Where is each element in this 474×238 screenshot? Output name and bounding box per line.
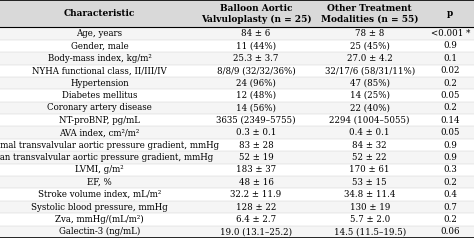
- Bar: [0, 164, 474, 176]
- Text: AVA index, cm²/m²: AVA index, cm²/m²: [59, 128, 140, 137]
- Bar: [0, 139, 474, 151]
- Text: Gender, male: Gender, male: [71, 41, 128, 50]
- Bar: [0, 151, 474, 164]
- Text: 0.7: 0.7: [443, 203, 457, 212]
- Bar: [0, 64, 474, 77]
- Text: 0.05: 0.05: [440, 91, 460, 100]
- Text: 8/8/9 (32/32/36%): 8/8/9 (32/32/36%): [217, 66, 295, 75]
- Bar: [0, 89, 474, 102]
- Text: 12 (48%): 12 (48%): [236, 91, 276, 100]
- Bar: [0, 188, 474, 201]
- Text: 0.2: 0.2: [443, 178, 457, 187]
- Text: Mean transvalvular aortic pressure gradient, mmHg: Mean transvalvular aortic pressure gradi…: [0, 153, 213, 162]
- Bar: [0, 226, 474, 238]
- Bar: [0, 52, 474, 64]
- Text: 170 ± 61: 170 ± 61: [349, 165, 390, 174]
- Text: 0.14: 0.14: [440, 116, 460, 125]
- Text: 14 (25%): 14 (25%): [350, 91, 390, 100]
- Text: 128 ± 22: 128 ± 22: [236, 203, 276, 212]
- Text: NT-proBNP, pg/mL: NT-proBNP, pg/mL: [59, 116, 140, 125]
- Text: 0.4 ± 0.1: 0.4 ± 0.1: [349, 128, 390, 137]
- Text: 19.0 (13.1–25.2): 19.0 (13.1–25.2): [220, 227, 292, 236]
- Text: 32/17/6 (58/31/11%): 32/17/6 (58/31/11%): [325, 66, 415, 75]
- Text: LVMI, g/m²: LVMI, g/m²: [75, 165, 124, 174]
- Text: Other Treatment
Modalities (n = 55): Other Treatment Modalities (n = 55): [321, 4, 419, 24]
- Bar: [0, 27, 474, 40]
- Text: 0.06: 0.06: [440, 227, 460, 236]
- Text: 25 (45%): 25 (45%): [350, 41, 390, 50]
- Bar: [0, 0, 474, 27]
- Text: Maximal transvalvular aortic pressure gradient, mmHg: Maximal transvalvular aortic pressure gr…: [0, 141, 219, 149]
- Text: Characteristic: Characteristic: [64, 9, 135, 18]
- Bar: [0, 176, 474, 188]
- Text: 130 ± 19: 130 ± 19: [349, 203, 390, 212]
- Text: 84 ± 32: 84 ± 32: [352, 141, 387, 149]
- Text: 14 (56%): 14 (56%): [236, 103, 276, 112]
- Text: 0.2: 0.2: [443, 215, 457, 224]
- Text: Galectin-3 (ng/mL): Galectin-3 (ng/mL): [59, 227, 140, 236]
- Text: 78 ± 8: 78 ± 8: [355, 29, 384, 38]
- Text: <0.001 *: <0.001 *: [430, 29, 470, 38]
- Text: 0.05: 0.05: [440, 128, 460, 137]
- Text: 14.5 (11.5–19.5): 14.5 (11.5–19.5): [334, 227, 406, 236]
- Bar: [0, 40, 474, 52]
- Text: 83 ± 28: 83 ± 28: [238, 141, 273, 149]
- Text: Hypertension: Hypertension: [70, 79, 129, 88]
- Text: 5.7 ± 2.0: 5.7 ± 2.0: [350, 215, 390, 224]
- Text: Zva, mmHg/(mL/m²): Zva, mmHg/(mL/m²): [55, 215, 144, 224]
- Text: 0.2: 0.2: [443, 103, 457, 112]
- Text: 53 ± 15: 53 ± 15: [352, 178, 387, 187]
- Text: Age, years: Age, years: [76, 29, 123, 38]
- Text: 11 (44%): 11 (44%): [236, 41, 276, 50]
- Text: 27.0 ± 4.2: 27.0 ± 4.2: [347, 54, 392, 63]
- Text: 0.1: 0.1: [443, 54, 457, 63]
- Text: 52 ± 22: 52 ± 22: [352, 153, 387, 162]
- Text: Coronary artery disease: Coronary artery disease: [47, 103, 152, 112]
- Text: 24 (96%): 24 (96%): [236, 79, 276, 88]
- Text: 0.02: 0.02: [440, 66, 460, 75]
- Text: 3635 (2349–5755): 3635 (2349–5755): [216, 116, 296, 125]
- Text: Stroke volume index, mL/m²: Stroke volume index, mL/m²: [38, 190, 161, 199]
- Text: 84 ± 6: 84 ± 6: [241, 29, 271, 38]
- Text: 22 (40%): 22 (40%): [350, 103, 390, 112]
- Text: 32.2 ± 11.9: 32.2 ± 11.9: [230, 190, 282, 199]
- Bar: [0, 213, 474, 226]
- Text: 25.3 ± 3.7: 25.3 ± 3.7: [233, 54, 279, 63]
- Text: EF, %: EF, %: [87, 178, 112, 187]
- Text: 48 ± 16: 48 ± 16: [238, 178, 273, 187]
- Text: Systolic blood pressure, mmHg: Systolic blood pressure, mmHg: [31, 203, 168, 212]
- Text: 0.9: 0.9: [443, 141, 457, 149]
- Text: 6.4 ± 2.7: 6.4 ± 2.7: [236, 215, 276, 224]
- Bar: [0, 102, 474, 114]
- Text: 34.8 ± 11.4: 34.8 ± 11.4: [344, 190, 395, 199]
- Text: Body-mass index, kg/m²: Body-mass index, kg/m²: [48, 54, 151, 63]
- Bar: [0, 77, 474, 89]
- Bar: [0, 114, 474, 126]
- Bar: [0, 126, 474, 139]
- Text: 2294 (1004–5055): 2294 (1004–5055): [329, 116, 410, 125]
- Text: 0.9: 0.9: [443, 41, 457, 50]
- Text: p: p: [447, 9, 454, 18]
- Text: Balloon Aortic
Valvuloplasty (n = 25): Balloon Aortic Valvuloplasty (n = 25): [201, 4, 311, 24]
- Text: 0.2: 0.2: [443, 79, 457, 88]
- Bar: [0, 201, 474, 213]
- Text: 0.3: 0.3: [443, 165, 457, 174]
- Text: 0.3 ± 0.1: 0.3 ± 0.1: [236, 128, 276, 137]
- Text: Diabetes mellitus: Diabetes mellitus: [62, 91, 137, 100]
- Text: 52 ± 19: 52 ± 19: [238, 153, 273, 162]
- Text: 47 (85%): 47 (85%): [350, 79, 390, 88]
- Text: 0.4: 0.4: [443, 190, 457, 199]
- Text: 0.9: 0.9: [443, 153, 457, 162]
- Text: 183 ± 37: 183 ± 37: [236, 165, 276, 174]
- Text: NYHA functional class, II/III/IV: NYHA functional class, II/III/IV: [32, 66, 167, 75]
